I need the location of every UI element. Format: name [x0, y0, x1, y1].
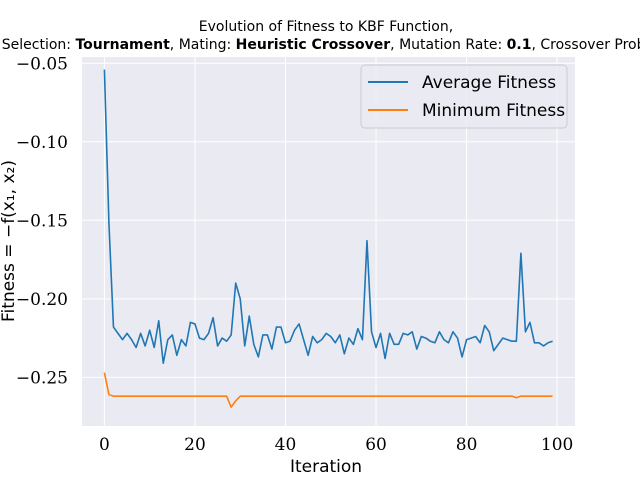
grid	[82, 57, 575, 426]
y-axis-label: Fitness = −f(x₁, x₂)	[0, 160, 19, 322]
x-tick-label: 80	[456, 435, 478, 455]
series-lines	[103, 69, 553, 408]
y-tick-label: −0.15	[16, 211, 68, 231]
x-tick-label: 0	[99, 435, 110, 455]
y-tick-label: −0.10	[16, 133, 68, 153]
series-line-minimum-fitness	[103, 372, 553, 408]
x-tick-label: 100	[541, 435, 573, 455]
y-tick-label: −0.20	[16, 290, 68, 310]
title-mutation-value: 0.1	[507, 37, 532, 53]
title-mutation-label: , Mutation Rate:	[390, 37, 506, 53]
legend: Average Fitness Minimum Fitness	[360, 64, 568, 129]
chart-title-line-2: Selection: Tournament, Mating: Heuristic…	[2, 37, 640, 53]
x-tick-label: 60	[365, 435, 387, 455]
title-mating-label: , Mating:	[170, 37, 236, 53]
y-tick-label: −0.25	[16, 368, 68, 388]
legend-label-average-fitness: Average Fitness	[422, 73, 556, 93]
title-mating-value: Heuristic Crossover	[236, 37, 391, 53]
x-axis-label: Iteration	[290, 457, 362, 477]
x-tick-label: 40	[275, 435, 297, 455]
y-tick-label: −0.05	[16, 54, 68, 74]
tick-labels: 0 20 40 60 80 100 −0.05 −0.10 −0.15 −0.20 −0.25	[16, 54, 573, 455]
title-selection-label: Selection:	[2, 37, 76, 53]
series-line-average-fitness	[103, 69, 553, 364]
legend-box	[360, 64, 568, 129]
chart-title-line-1: Evolution of Fitness to KBF Function,	[199, 19, 453, 35]
legend-label-minimum-fitness: Minimum Fitness	[422, 101, 565, 121]
x-tick-label: 20	[184, 435, 206, 455]
title-crossover-label: , Crossover Prob:	[531, 37, 640, 53]
title-selection-value: Tournament	[75, 37, 170, 53]
